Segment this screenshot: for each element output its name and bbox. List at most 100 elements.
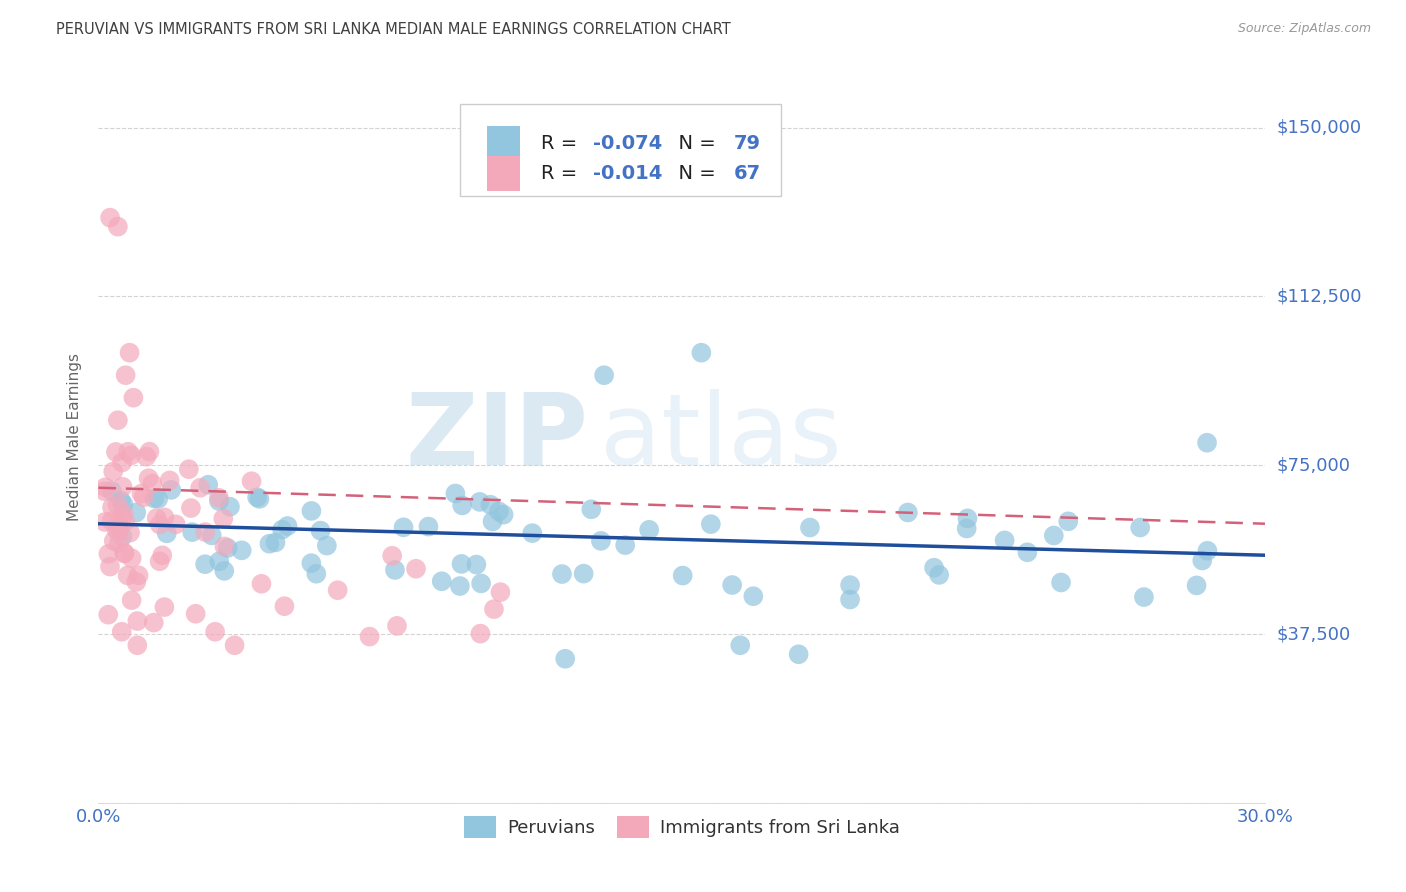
Point [638,523,661,537]
Point [224,638,246,652]
Point [204,624,226,639]
Point [156,526,179,541]
Point [264,535,287,549]
Point [231,543,253,558]
Point [118,345,141,359]
Text: 67: 67 [734,164,761,183]
Point [444,486,467,500]
Point [956,521,979,535]
Point [143,491,166,506]
Point [120,525,142,540]
Point [271,523,294,537]
Point [142,615,165,630]
Point [1197,543,1219,558]
Point [103,533,125,548]
Point [470,576,492,591]
Point [299,504,322,518]
Point [138,471,160,485]
Point [1043,528,1066,542]
Point [430,574,453,589]
Point [928,568,950,582]
Point [112,507,135,521]
Text: ZIP: ZIP [406,389,589,485]
Point [897,506,920,520]
Point [125,574,148,589]
Point [108,536,131,550]
Point [149,554,172,568]
Point [111,456,134,470]
Point [184,607,207,621]
FancyBboxPatch shape [486,156,520,191]
Point [956,511,979,525]
Point [114,515,136,529]
Point [107,413,129,427]
Point [1133,590,1156,604]
Point [111,480,134,494]
Point [259,537,281,551]
Text: -0.014: -0.014 [593,164,662,183]
Point [787,647,810,661]
Point [112,547,135,561]
Text: $150,000: $150,000 [1277,119,1361,136]
Point [922,560,945,574]
Point [94,480,117,494]
Point [589,533,612,548]
Text: R =: R = [541,164,583,183]
Point [177,462,200,476]
Point [111,624,134,639]
Point [240,474,263,488]
Point [273,599,295,614]
Point [219,500,242,514]
Point [110,493,132,508]
Point [405,562,427,576]
Point [132,490,155,504]
Point [468,495,491,509]
Point [141,476,163,491]
Point [208,491,231,505]
Point [581,502,603,516]
Point [101,483,124,498]
Point [114,368,136,383]
Point [212,511,235,525]
Point [94,515,117,529]
Point [1050,575,1073,590]
FancyBboxPatch shape [460,104,782,195]
Point [105,497,128,511]
Point [721,578,744,592]
Text: N =: N = [665,164,721,183]
Text: R =: R = [541,134,583,153]
Point [690,345,713,359]
Point [482,602,505,616]
Point [138,444,160,458]
Point [994,533,1017,548]
Point [479,498,502,512]
Point [700,517,723,532]
Text: $75,000: $75,000 [1277,456,1351,475]
Point [122,391,145,405]
Point [277,519,299,533]
Point [160,483,183,497]
Point [418,519,440,533]
Text: 79: 79 [734,134,761,153]
Point [217,541,239,555]
Point [799,520,821,534]
Point [125,506,148,520]
Point [105,524,128,538]
Point [326,583,349,598]
Point [359,630,381,644]
Point [1195,435,1218,450]
Point [522,526,544,541]
Text: PERUVIAN VS IMMIGRANTS FROM SRI LANKA MEDIAN MALE EARNINGS CORRELATION CHART: PERUVIAN VS IMMIGRANTS FROM SRI LANKA ME… [56,22,731,37]
Point [214,564,236,578]
Point [839,592,862,607]
Point [121,593,143,607]
Point [98,211,121,225]
Point [146,491,169,506]
Point [97,547,120,561]
Point [392,520,415,534]
Point [127,614,149,628]
Point [593,368,616,383]
Y-axis label: Median Male Earnings: Median Male Earnings [67,353,83,521]
Point [127,638,149,652]
Text: atlas: atlas [600,389,842,485]
